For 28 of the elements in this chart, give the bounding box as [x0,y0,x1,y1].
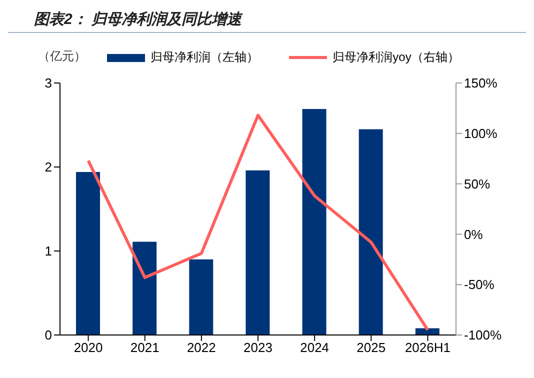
y2-tick-label: 0% [464,226,484,242]
bar [246,170,270,335]
y-tick-label: 1 [44,244,52,259]
x-tick-label: 2022 [186,340,216,356]
y-tick-label: 2 [44,160,52,175]
x-tick-label: 2021 [130,340,160,356]
y2-tick-label: 100% [464,126,498,142]
x-tick-label: 2024 [300,340,330,356]
y2-tick-label: -50% [464,277,495,292]
legend-label: 归母净利润yoy（右轴） [332,49,460,66]
bar [76,172,100,335]
legend-label: 归母净利润（左轴） [150,49,259,66]
chart-title: 图表2： 归母净利润及同比增速 [8,8,526,33]
bar [358,129,383,335]
y2-tick-label: -100% [464,328,502,343]
x-tick-label: 2025 [356,340,386,356]
bar [302,109,326,335]
y-tick-label: 3 [44,76,52,91]
x-tick-label: 2020 [74,340,103,356]
y-axis-title: （亿元） [38,48,86,65]
y2-tick-label: 50% [464,176,490,192]
bar [189,259,214,335]
y-tick-label: 0 [44,328,52,343]
line-series [86,114,430,332]
x-tick-label: 2023 [244,340,272,356]
y2-tick-label: 150% [464,76,498,91]
bar [132,242,157,335]
x-tick-label: 2026H1 [404,340,450,356]
